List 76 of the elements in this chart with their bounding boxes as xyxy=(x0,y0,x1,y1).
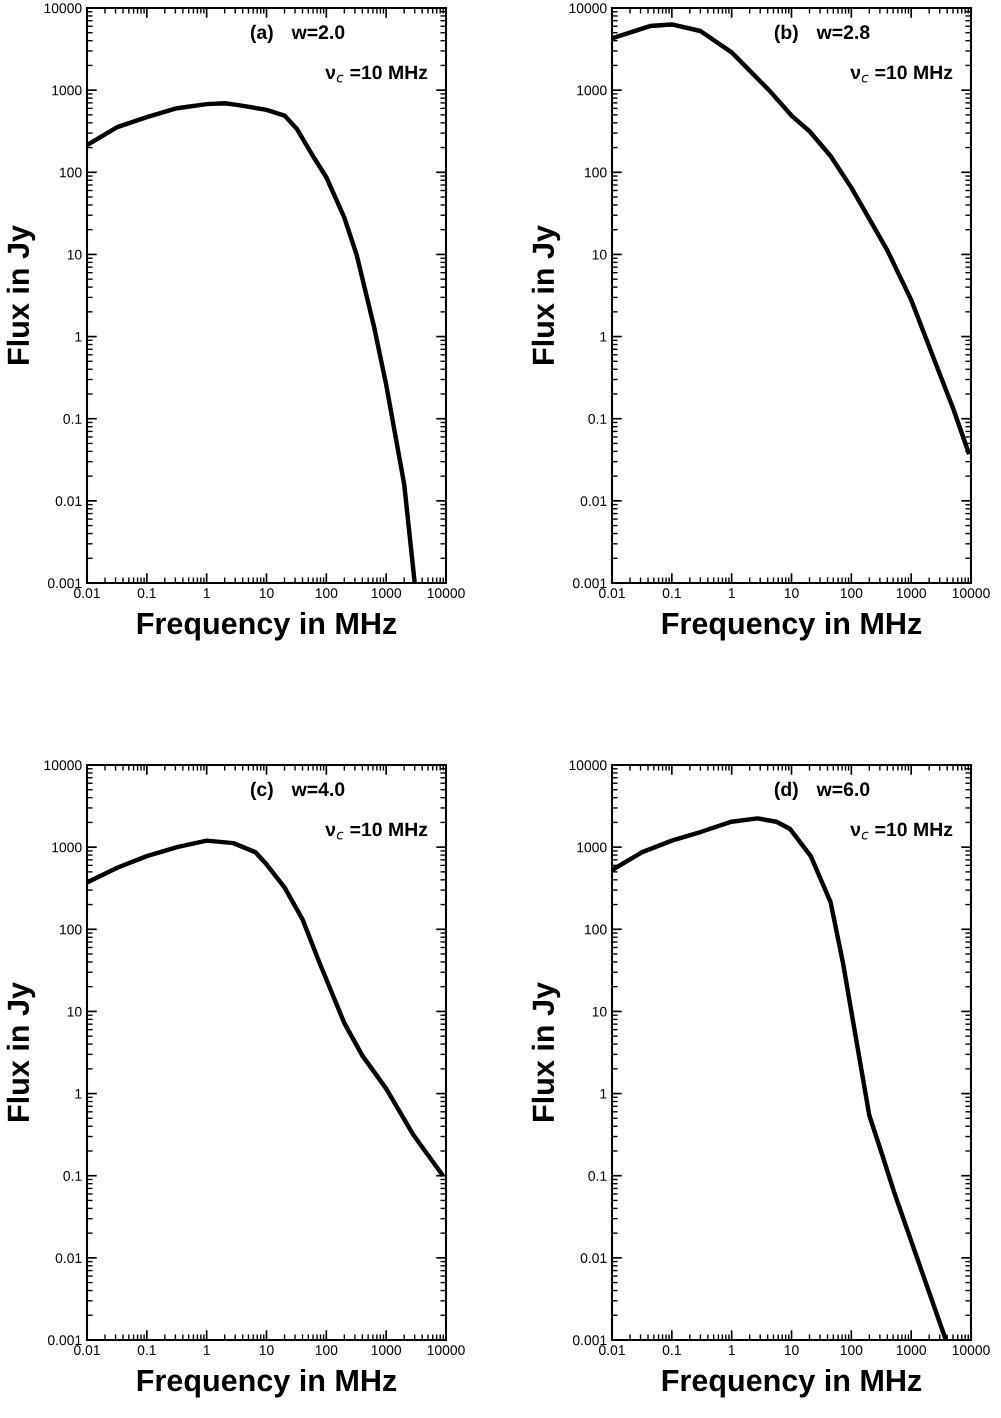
annotation: ν$_{c}$ =10 MHz xyxy=(325,822,428,840)
x-tick-label: 10 xyxy=(259,1345,274,1356)
x-tick-label: 1 xyxy=(203,1345,210,1355)
x-tick-label: 100 xyxy=(315,588,338,599)
y-axis-title: Flux in Jy xyxy=(6,982,36,1121)
annotation: ν$_{c}$ =10 MHz xyxy=(325,65,428,83)
y-tick-label: 0.001 xyxy=(47,1335,82,1346)
x-tick-label: 0.1 xyxy=(137,1345,156,1356)
y-tick-label: 1000 xyxy=(577,842,607,853)
y-tick-label: 0.01 xyxy=(55,1253,82,1264)
y-tick-label: 0.1 xyxy=(588,1171,607,1181)
y-tick-label: 1000 xyxy=(577,85,607,96)
y-tick-label: 0.01 xyxy=(55,496,82,507)
y-tick-label: 0.01 xyxy=(580,496,607,507)
y-tick-label: 10 xyxy=(67,249,82,260)
y-tick-label: 100 xyxy=(585,167,607,178)
x-tick-label: 0.1 xyxy=(137,588,156,599)
x-tick-label: 1 xyxy=(728,1345,735,1355)
y-tick-label: 10000 xyxy=(569,760,607,771)
y-tick-label: 1 xyxy=(75,332,82,342)
x-tick-label: 10 xyxy=(784,1345,799,1356)
x-tick-label: 0.1 xyxy=(662,588,681,599)
y-tick-label: 100 xyxy=(60,924,82,935)
y-tick-label: 0.01 xyxy=(580,1253,607,1264)
x-tick-label: 1000 xyxy=(896,588,927,599)
y-tick-label: 1 xyxy=(600,332,607,342)
annotation: (d) xyxy=(774,781,798,800)
y-tick-label: 0.1 xyxy=(63,414,82,424)
annotation: w=6.0 xyxy=(816,782,870,797)
y-tick-label: 0.1 xyxy=(63,1171,82,1181)
x-axis-title: Frequency in MHz xyxy=(137,611,397,641)
y-tick-label: 10000 xyxy=(44,3,82,14)
annotation: w=2.8 xyxy=(816,25,870,40)
x-axis-title: Frequency in MHz xyxy=(137,1368,397,1398)
x-tick-label: 10000 xyxy=(427,588,465,599)
y-tick-label: 0.001 xyxy=(572,578,607,589)
annotation: (a) xyxy=(250,24,273,43)
annotation: ν$_{c}$ =10 MHz xyxy=(850,822,953,840)
y-tick-label: 0.1 xyxy=(588,414,607,424)
x-tick-label: 10000 xyxy=(427,1345,465,1356)
y-tick-label: 10000 xyxy=(569,3,607,14)
x-tick-label: 1000 xyxy=(371,1345,402,1356)
y-tick-label: 1000 xyxy=(52,85,82,96)
x-tick-label: 10 xyxy=(259,588,274,599)
x-tick-label: 1000 xyxy=(371,588,402,599)
y-tick-label: 1 xyxy=(600,1089,607,1099)
y-tick-label: 1 xyxy=(75,1089,82,1099)
x-tick-label: 10000 xyxy=(952,1345,990,1356)
x-tick-label: 0.1 xyxy=(662,1345,681,1356)
annotation: (b) xyxy=(774,24,798,43)
y-tick-label: 0.001 xyxy=(47,578,82,589)
y-tick-label: 10000 xyxy=(44,760,82,771)
y-tick-label: 10 xyxy=(592,1006,607,1017)
y-axis-title: Flux in Jy xyxy=(6,225,36,364)
y-tick-label: 10 xyxy=(592,249,607,260)
x-tick-label: 100 xyxy=(840,588,863,599)
annotation: ν$_{c}$ =10 MHz xyxy=(850,65,953,83)
y-axis-title: Flux in Jy xyxy=(531,225,561,364)
x-axis-title: Frequency in MHz xyxy=(662,611,922,641)
annotation: w=4.0 xyxy=(291,782,345,797)
x-tick-label: 100 xyxy=(840,1345,863,1356)
annotation: w=2.0 xyxy=(291,25,345,40)
y-tick-label: 10 xyxy=(67,1006,82,1017)
x-tick-label: 1 xyxy=(203,588,210,598)
y-tick-label: 100 xyxy=(585,924,607,935)
annotation: (c) xyxy=(250,781,273,800)
y-tick-label: 0.001 xyxy=(572,1335,607,1346)
x-tick-label: 10000 xyxy=(952,588,990,599)
y-tick-label: 1000 xyxy=(52,842,82,853)
y-tick-label: 100 xyxy=(60,167,82,178)
x-axis-title: Frequency in MHz xyxy=(662,1368,922,1398)
y-axis-title: Flux in Jy xyxy=(531,982,561,1121)
x-tick-label: 1 xyxy=(728,588,735,598)
x-tick-label: 1000 xyxy=(896,1345,927,1356)
x-tick-label: 100 xyxy=(315,1345,338,1356)
x-tick-label: 10 xyxy=(784,588,799,599)
